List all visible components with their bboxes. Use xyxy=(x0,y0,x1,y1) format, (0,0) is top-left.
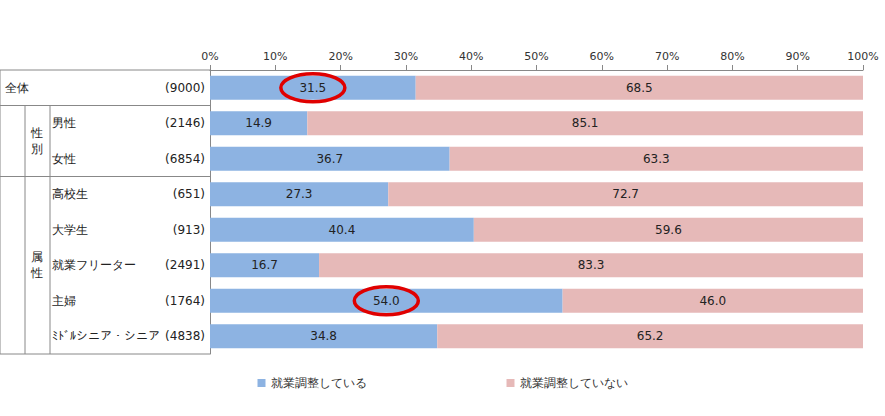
svg-text:属: 属 xyxy=(31,250,43,264)
svg-text:男性: 男性 xyxy=(52,116,76,130)
svg-text:20%: 20% xyxy=(328,50,352,63)
svg-text:70%: 70% xyxy=(655,50,679,63)
svg-text:50%: 50% xyxy=(524,50,548,63)
svg-text:60%: 60% xyxy=(590,50,614,63)
svg-text:性: 性 xyxy=(30,266,43,280)
svg-text:40%: 40% xyxy=(459,50,483,63)
svg-text:別: 別 xyxy=(31,142,43,156)
svg-text:80%: 80% xyxy=(720,50,744,63)
svg-text:40.4: 40.4 xyxy=(329,223,356,237)
svg-text:(1764): (1764) xyxy=(165,294,205,308)
svg-text:10%: 10% xyxy=(263,50,287,63)
svg-text:(4838): (4838) xyxy=(165,329,205,343)
svg-text:63.3: 63.3 xyxy=(643,152,670,166)
svg-text:83.3: 83.3 xyxy=(578,258,605,272)
svg-text:31.5: 31.5 xyxy=(299,81,326,95)
svg-text:就業調整していない: 就業調整していない xyxy=(520,376,628,390)
svg-text:(913): (913) xyxy=(173,223,205,237)
svg-text:就業調整している: 就業調整している xyxy=(271,376,367,390)
svg-text:(2491): (2491) xyxy=(165,258,205,272)
svg-text:27.3: 27.3 xyxy=(286,187,313,201)
svg-text:46.0: 46.0 xyxy=(699,294,726,308)
svg-text:14.9: 14.9 xyxy=(245,116,272,130)
svg-text:(6854): (6854) xyxy=(165,152,205,166)
svg-text:85.1: 85.1 xyxy=(572,116,599,130)
svg-text:65.2: 65.2 xyxy=(637,329,664,343)
svg-text:全体: 全体 xyxy=(5,81,29,95)
svg-text:54.0: 54.0 xyxy=(373,294,400,308)
svg-text:30%: 30% xyxy=(394,50,418,63)
svg-text:0%: 0% xyxy=(201,50,218,63)
svg-text:大学生: 大学生 xyxy=(52,223,88,237)
svg-text:100%: 100% xyxy=(847,50,878,63)
svg-text:59.6: 59.6 xyxy=(655,223,682,237)
svg-text:主婦: 主婦 xyxy=(52,294,76,308)
svg-text:(9000): (9000) xyxy=(165,81,205,95)
svg-text:就業フリーター: 就業フリーター xyxy=(52,258,136,272)
svg-text:34.8: 34.8 xyxy=(310,329,337,343)
svg-text:68.5: 68.5 xyxy=(626,81,653,95)
svg-text:72.7: 72.7 xyxy=(612,187,639,201)
svg-text:性: 性 xyxy=(30,126,43,140)
svg-text:(651): (651) xyxy=(173,187,205,201)
svg-text:36.7: 36.7 xyxy=(316,152,343,166)
svg-text:ﾐﾄﾞﾙシニア・シニア: ﾐﾄﾞﾙシニア・シニア xyxy=(52,329,160,343)
svg-text:16.7: 16.7 xyxy=(251,258,278,272)
svg-text:高校生: 高校生 xyxy=(52,187,88,201)
svg-text:女性: 女性 xyxy=(52,152,76,166)
svg-text:90%: 90% xyxy=(785,50,809,63)
svg-text:(2146): (2146) xyxy=(165,116,205,130)
